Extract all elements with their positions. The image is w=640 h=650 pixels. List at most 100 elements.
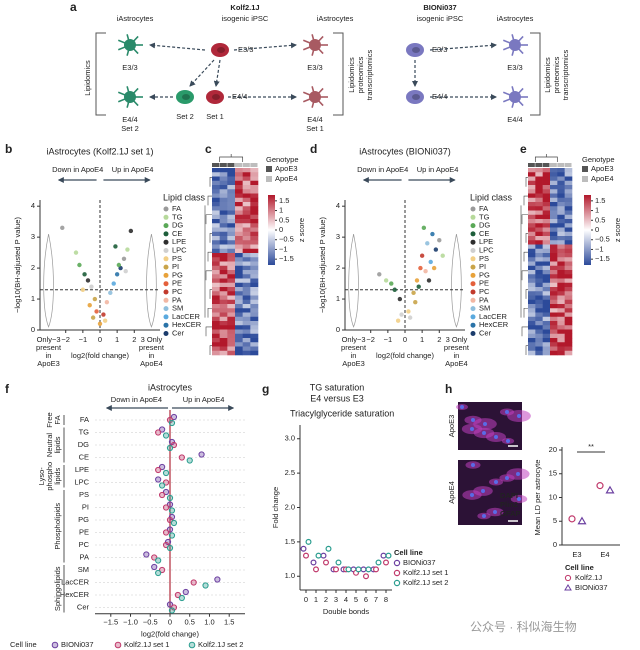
heatmap-cell [535, 287, 543, 292]
heatmap-cell [564, 261, 573, 267]
heatmap-cell [564, 214, 573, 220]
data-point [73, 250, 79, 255]
heatmap-cell [212, 214, 220, 220]
heatmap-cell [550, 295, 558, 301]
group-label: Neutral [45, 433, 54, 458]
group-label: phospho [45, 462, 54, 491]
heatmap-cell [557, 253, 565, 258]
heatmap-cell [542, 329, 551, 335]
heatmap-cell [219, 346, 228, 352]
heatmap-cell [535, 240, 543, 245]
nucleus-stain [471, 463, 475, 467]
heatmap-cell [564, 197, 573, 203]
heatmap-cell [557, 257, 565, 262]
heatmap-cell [227, 223, 236, 228]
heatmap-cell [528, 227, 536, 233]
arrow [429, 42, 497, 51]
y-tick-label: 1.5 [285, 537, 295, 546]
heatmap-cell [564, 333, 573, 339]
data-point [143, 551, 150, 558]
heatmap-cell [550, 316, 558, 322]
data-point [128, 228, 134, 234]
heatmap-cell [535, 261, 543, 267]
nucleus-stain [481, 489, 485, 493]
heatmap-cell [535, 338, 543, 343]
heatmap-cell [557, 321, 565, 326]
heatmap-cell [242, 295, 251, 301]
heatmap-cell [227, 253, 236, 258]
legend-marker [470, 214, 476, 220]
diagram-label: E3/3 [507, 63, 522, 72]
heatmap-cell [219, 214, 228, 220]
heatmap-cell [564, 180, 573, 186]
heatmap-cell [550, 282, 558, 288]
heatmap-cell [242, 304, 251, 309]
heatmap-cell [564, 206, 573, 211]
heatmap-cell [542, 240, 551, 245]
colorbar-label: −1.5 [595, 254, 610, 263]
heatmap-cell [557, 338, 565, 343]
heatmap-cell [235, 244, 243, 250]
data-point [425, 241, 430, 246]
x-tick-label: −1 [384, 335, 393, 344]
heatmap-cell [542, 231, 551, 237]
legend-marker [470, 289, 476, 295]
data-point [168, 532, 176, 539]
x-tick-label: 2 [437, 335, 441, 344]
legend-marker [470, 314, 476, 320]
heatmap-cell [557, 261, 565, 267]
nucleus-stain [494, 435, 498, 439]
y-axis-label: −log10(BH-adjusted P value) [318, 217, 327, 313]
genotype-bar [242, 163, 250, 167]
heatmap-cell [550, 350, 558, 356]
heatmap-cell [535, 231, 543, 237]
dendrogram [520, 177, 528, 355]
heatmap-cell [542, 253, 551, 258]
heatmap-cell [564, 295, 573, 301]
heatmap-cell [550, 257, 558, 262]
heatmap-cell [550, 325, 558, 330]
heatmap-cell [227, 240, 236, 245]
legend-title: Cell line [10, 640, 37, 649]
legend-label: DG [479, 221, 490, 230]
heatmap-cell [542, 278, 551, 284]
data-point [414, 278, 420, 283]
legend-label: PG [479, 270, 490, 279]
legend-label: Kolf2.1J set 1 [403, 568, 448, 577]
panel-letter: d [310, 142, 317, 156]
heatmap-cell [242, 253, 251, 258]
heatmap-cell [235, 287, 243, 292]
heatmap-cell [542, 202, 551, 207]
genotype-bar [528, 163, 535, 167]
heatmap-cell [235, 248, 243, 254]
only-label: present [341, 343, 367, 352]
heatmap-cell [235, 265, 243, 271]
heatmap-cell [227, 185, 236, 190]
data-point [568, 515, 576, 523]
only-label: ApoE3 [37, 359, 60, 368]
heatmap-cell [235, 282, 243, 288]
legend-label: CE [172, 229, 182, 238]
heatmap-cell [528, 240, 536, 245]
arrow [213, 59, 221, 87]
heatmap-cell [542, 185, 551, 190]
heatmap-cell [227, 287, 236, 292]
heatmap-cell [528, 189, 536, 194]
heatmap-cell [219, 333, 228, 339]
legend-label: PC [172, 287, 183, 296]
data-point [426, 278, 432, 283]
heatmap-cell [535, 282, 543, 288]
diagram-label: iAstrocytes [317, 14, 354, 23]
heatmap-cell [227, 231, 236, 237]
heatmap-cell [242, 244, 251, 250]
direction-label: Up in ApoE4 [417, 165, 459, 174]
heatmap-cell [242, 223, 251, 228]
heatmap-cell [227, 325, 236, 330]
legend-label: PE [172, 279, 182, 288]
heatmap-cell [250, 270, 259, 275]
only-label: in [454, 351, 460, 360]
data-point [162, 488, 170, 496]
data-point [202, 582, 209, 589]
heatmap-cell [542, 168, 551, 173]
panel-letter: a [70, 0, 77, 14]
